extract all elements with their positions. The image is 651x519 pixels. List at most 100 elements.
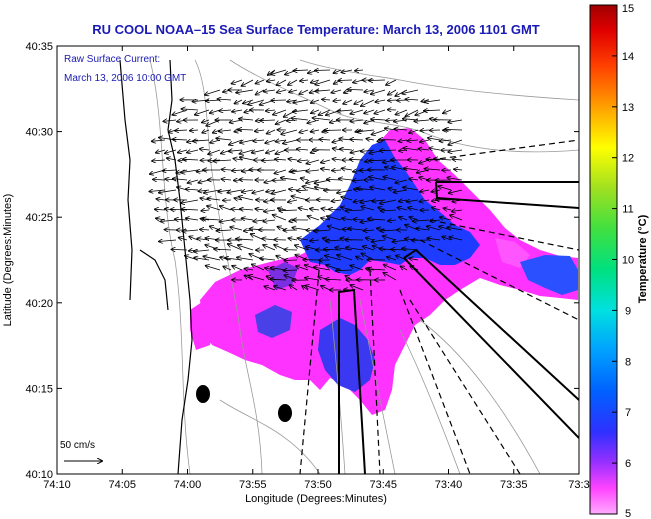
current-vector [240,209,254,210]
current-vector [213,160,232,161]
current-vector [399,140,408,141]
current-vector [299,130,309,133]
current-vector [397,100,408,101]
current-vector [416,228,430,230]
current-vector [236,89,254,93]
colorbar-tick-label: 13 [622,102,634,114]
current-vector [327,216,342,221]
current-vector [237,257,254,260]
current-vector [186,218,199,220]
current-vector [448,120,463,122]
current-vector [311,130,320,132]
current-vector [326,279,342,280]
current-vector [182,230,199,231]
current-vector [181,199,199,203]
current-vector [350,139,364,140]
colorbar-tick-label: 14 [622,51,634,63]
current-vector [414,120,430,121]
scale-label: 50 cm/s [60,440,95,451]
current-vector [370,187,386,191]
colorbar-tick-label: 8 [625,356,631,368]
current-vector [221,179,232,180]
current-vector [321,169,331,170]
current-vector [371,89,386,94]
current-vector [307,119,320,123]
current-vector [326,240,342,241]
current-vector [375,100,386,102]
current-vector [440,140,452,141]
current-vector [220,206,232,211]
current-vector [364,230,375,231]
current-vector [374,109,386,114]
current-vector [267,129,276,134]
current-vector [396,256,408,261]
current-vector [448,139,463,145]
current-vector [310,209,320,210]
y-tick-label: 40:25 [25,212,53,224]
current-vector [273,215,287,221]
sst-field-warm [190,128,578,415]
current-vector [413,220,430,221]
current-vector [372,129,386,135]
current-vector [182,109,199,110]
current-label: Raw Surface Current: [64,54,160,65]
y-tick-label: 40:10 [25,469,53,481]
current-vector [364,90,375,92]
current-vector [310,240,320,241]
current-vector [301,178,309,180]
y-tick-label: 40:30 [25,127,53,139]
current-vector [425,169,441,170]
current-vector [443,208,452,210]
current-vector [153,179,166,180]
current-vector [256,79,265,84]
current-vector [325,256,342,261]
current-vector [156,199,166,200]
current-vector [300,80,309,81]
current-vector [356,257,364,261]
current-vector [288,159,298,160]
current-vector [260,258,276,260]
current-vector [245,269,254,271]
current-vector [321,286,331,291]
current-vector [190,130,199,131]
current-vector [263,245,276,251]
current-vector [410,266,419,271]
current-vector [293,70,309,71]
current-vector [220,220,232,222]
current-vector [402,249,419,251]
current-vector [181,209,199,210]
current-vector [296,266,309,271]
current-vector [252,150,265,153]
current-vector [368,269,386,270]
current-vector [449,237,463,241]
x-tick-label: 73:55 [239,479,267,491]
current-vector [298,160,309,161]
current-vector [193,140,210,141]
current-vector [175,130,188,131]
current-vector [203,256,221,261]
current-vector [253,140,265,141]
current-vector [299,208,309,210]
coastline [119,59,193,474]
current-vector [279,210,298,211]
current-vector [214,249,232,250]
current-vector [242,79,254,86]
current-vector [264,90,276,92]
current-vector [232,79,243,84]
current-vector [449,189,463,193]
current-vector [229,150,243,151]
current-vector [432,208,441,211]
current-vector [179,238,188,240]
current-vector [305,278,320,280]
current-vector [454,169,463,170]
current-vector [364,109,375,113]
current-vector [167,158,177,160]
island-marker [196,385,210,403]
current-vector [306,159,320,164]
current-vector [314,230,331,231]
current-vector [388,220,397,221]
current-vector [348,228,364,230]
current-vector [289,90,298,92]
current-vector [202,130,210,133]
current-vector [183,159,199,160]
